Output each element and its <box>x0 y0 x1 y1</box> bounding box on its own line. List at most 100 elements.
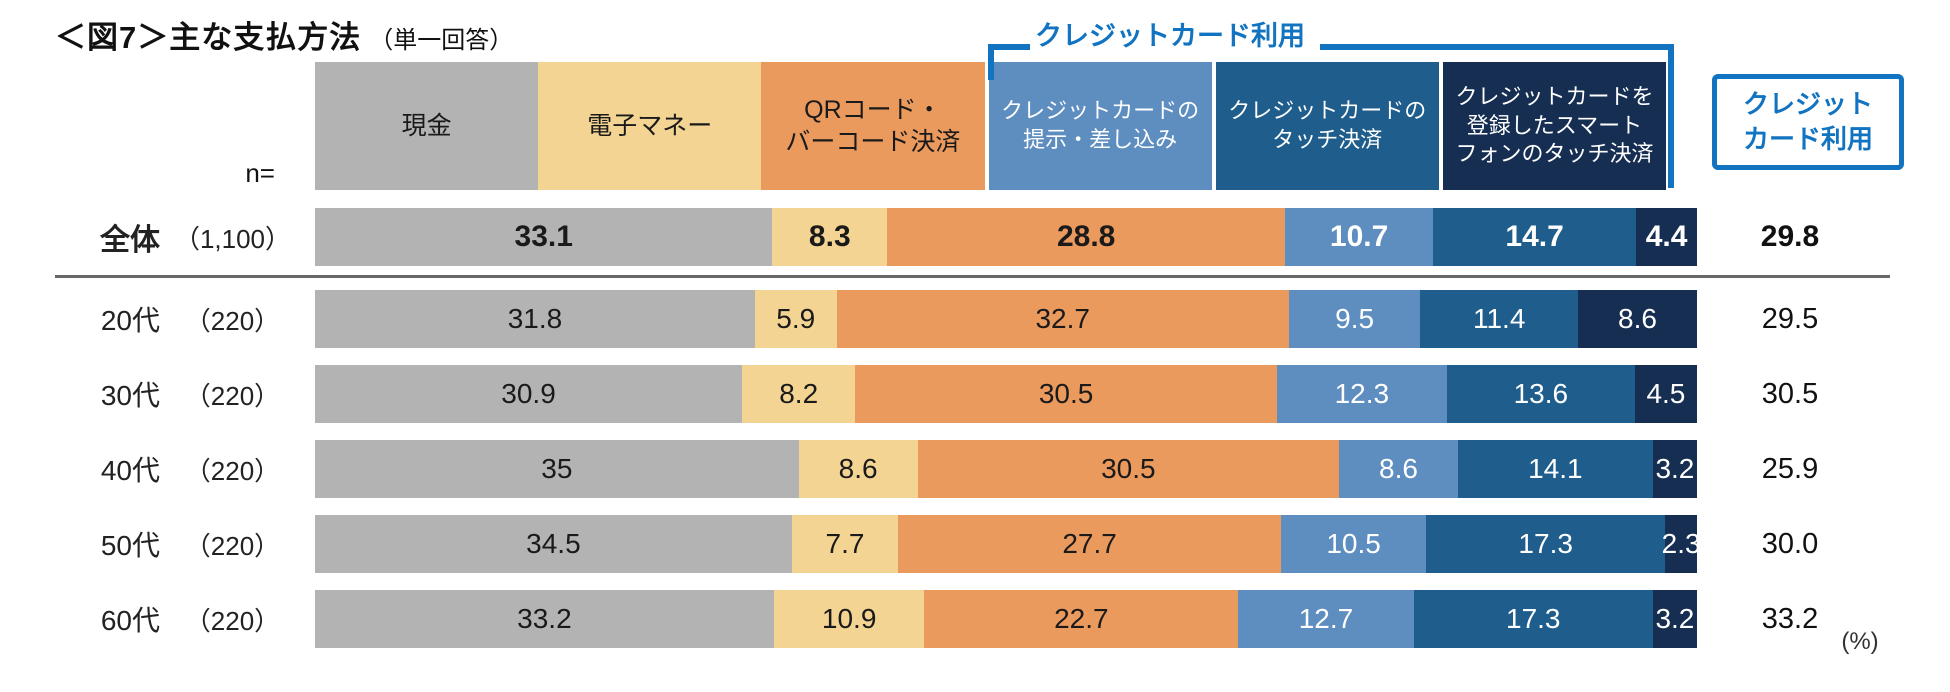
bar-segment-value: 33.2 <box>517 603 572 634</box>
total-row-divider <box>55 275 1890 278</box>
percent-unit-label: (%) <box>1841 628 1879 655</box>
bar-segment-smartphone-touch: 4.5 <box>1634 365 1697 423</box>
bar-segment-value: 8.3 <box>808 220 851 253</box>
stacked-bar: 35 8.6 30.5 8.6 14.1 3.2 <box>315 440 1698 498</box>
bar-segment-credit-card-touch: 14.1 <box>1457 440 1653 498</box>
bar-segment-e-money: 8.6 <box>798 440 918 498</box>
bar-segment-value: 34.5 <box>526 528 581 559</box>
bar-segment-value: 9.5 <box>1335 303 1375 334</box>
bar-segment-smartphone-touch: 3.2 <box>1652 440 1698 498</box>
category-header-row: 現金 電子マネー QRコード・ バーコード決済 クレジットカードの 提示・差し込み クレジッ… <box>315 62 1667 190</box>
stacked-bar: 31.8 5.9 32.7 9.5 11.4 8.6 <box>315 290 1697 348</box>
bar-segment-value: 3.2 <box>1655 603 1695 634</box>
row-group-name: 30代 <box>100 380 160 411</box>
bar-segment-value: 10.9 <box>821 603 877 634</box>
bar-segment-value: 28.8 <box>1056 220 1116 253</box>
category-header-line: フォンのタッチ決済 <box>1455 141 1654 167</box>
bar-segment-credit-card-insert: 10.5 <box>1281 515 1427 573</box>
category-header-e-money: 電子マネー <box>538 62 762 190</box>
category-header-line: バーコード決済 <box>785 128 961 156</box>
bar-segment-value: 8.6 <box>1379 453 1418 484</box>
category-header-credit-card-insert: クレジットカードの 提示・差し込み <box>988 62 1212 190</box>
bar-segment-qr-barcode: 28.8 <box>887 208 1286 266</box>
chart-row-20代: 20代 （220） 31.8 5.9 32.7 9.5 11.4 8.6 29.5 <box>0 290 1950 348</box>
row-label: 40代 （220） <box>55 440 305 498</box>
bar-segment-value: 32.7 <box>1035 303 1090 334</box>
bar-segment-value: 4.4 <box>1645 220 1688 253</box>
bar-segment-value: 12.3 <box>1334 378 1390 409</box>
bar-segment-credit-card-insert: 12.3 <box>1276 365 1447 423</box>
row-group-name: 40代 <box>100 455 160 486</box>
row-sample-size: （220） <box>184 605 281 636</box>
bar-segment-e-money: 10.9 <box>773 590 925 648</box>
bar-segment-smartphone-touch: 8.6 <box>1578 290 1697 348</box>
bar-segment-qr-barcode: 22.7 <box>924 590 1239 648</box>
row-sample-size: （1,100） <box>173 223 292 254</box>
figure-title-sub: （単一回答） <box>369 27 514 54</box>
row-group-name: 60代 <box>100 605 160 636</box>
category-header-line: 電子マネー <box>587 111 713 140</box>
bar-segment-value: 2.3 <box>1661 528 1701 559</box>
bar-segment-e-money: 8.3 <box>772 208 888 266</box>
row-label: 60代 （220） <box>55 590 305 648</box>
chart-row-40代: 40代 （220） 35 8.6 30.5 8.6 14.1 3.2 25.9 <box>0 440 1950 498</box>
bar-segment-value: 14.1 <box>1528 453 1583 484</box>
bracket-line-top-right <box>1320 44 1674 50</box>
row-group-name: 50代 <box>100 530 160 561</box>
bracket-line-left-horizontal <box>988 44 1030 50</box>
bar-segment-credit-card-insert: 10.7 <box>1285 208 1434 266</box>
category-header-line: タッチ決済 <box>1272 127 1383 152</box>
credit-card-usage-total: 30.5 <box>1761 377 1819 410</box>
bar-segment-credit-card-touch: 17.3 <box>1426 515 1666 573</box>
row-sample-size: （220） <box>184 305 281 336</box>
chart-row-30代: 30代 （220） 30.9 8.2 30.5 12.3 13.6 4.5 30.5 <box>0 365 1950 423</box>
bar-segment-credit-card-touch: 17.3 <box>1413 590 1653 648</box>
bar-segment-cash: 33.1 <box>315 208 773 266</box>
bar-segment-e-money: 8.2 <box>742 365 856 423</box>
bar-segment-credit-card-touch: 14.7 <box>1433 208 1637 266</box>
bar-segment-cash: 34.5 <box>315 515 792 573</box>
category-header-line: クレジットカードの <box>1001 98 1200 124</box>
bar-segment-smartphone-touch: 2.3 <box>1662 515 1701 573</box>
stacked-bar: 30.9 8.2 30.5 12.3 13.6 4.5 <box>315 365 1697 423</box>
figure-title-main: ＜図7＞主な支払方法 <box>55 20 362 55</box>
bar-segment-value: 8.6 <box>838 453 878 484</box>
stacked-bar: 34.5 7.7 27.7 10.5 17.3 2.3 <box>315 515 1701 573</box>
bar-segment-cash: 35 <box>315 440 799 498</box>
row-sample-size: （220） <box>184 455 281 486</box>
bar-segment-value: 7.7 <box>825 528 865 559</box>
bar-segment-smartphone-touch: 3.2 <box>1652 590 1698 648</box>
bar-segment-value: 10.7 <box>1329 220 1389 253</box>
category-header-line: クレジットカードの <box>1228 98 1427 124</box>
credit-box-line2: カード利用 <box>1742 124 1873 154</box>
row-sample-size: （220） <box>184 380 281 411</box>
bar-segment-value: 8.6 <box>1618 303 1657 334</box>
bar-segment-value: 35 <box>541 453 573 484</box>
credit-card-usage-total: 33.2 <box>1761 602 1819 635</box>
row-label: 20代 （220） <box>55 290 305 348</box>
category-header-qr-barcode: QRコード・ バーコード決済 <box>761 62 985 190</box>
credit-card-usage-summary-box: クレジット カード利用 <box>1712 74 1904 170</box>
row-group-name: 全体 <box>100 224 160 257</box>
bar-segment-cash: 33.2 <box>315 590 774 648</box>
row-sample-size: （220） <box>184 530 281 561</box>
row-label: 全体 （1,100） <box>55 208 305 266</box>
bar-segment-value: 17.3 <box>1518 528 1573 559</box>
credit-box-line1: クレジット <box>1742 88 1873 119</box>
bracket-line-right-vertical <box>1668 44 1674 188</box>
category-header-line: クレジットカードを <box>1455 84 1654 110</box>
stacked-bar: 33.2 10.9 22.7 12.7 17.3 3.2 <box>315 590 1698 648</box>
bar-segment-qr-barcode: 32.7 <box>836 290 1289 348</box>
bar-segment-value: 30.5 <box>1101 453 1156 484</box>
bar-segment-value: 8.2 <box>779 378 819 409</box>
bar-segment-qr-barcode: 27.7 <box>898 515 1282 573</box>
bar-segment-credit-card-touch: 13.6 <box>1446 365 1635 423</box>
bar-segment-e-money: 5.9 <box>754 290 837 348</box>
bar-segment-value: 11.4 <box>1472 303 1526 334</box>
row-label: 30代 （220） <box>55 365 305 423</box>
bar-segment-qr-barcode: 30.5 <box>917 440 1340 498</box>
bar-segment-value: 12.7 <box>1298 603 1354 634</box>
credit-card-usage-total: 29.8 <box>1760 220 1820 253</box>
category-header-smartphone-touch: クレジットカードを 登録したスマート フォンのタッチ決済 <box>1442 62 1667 190</box>
